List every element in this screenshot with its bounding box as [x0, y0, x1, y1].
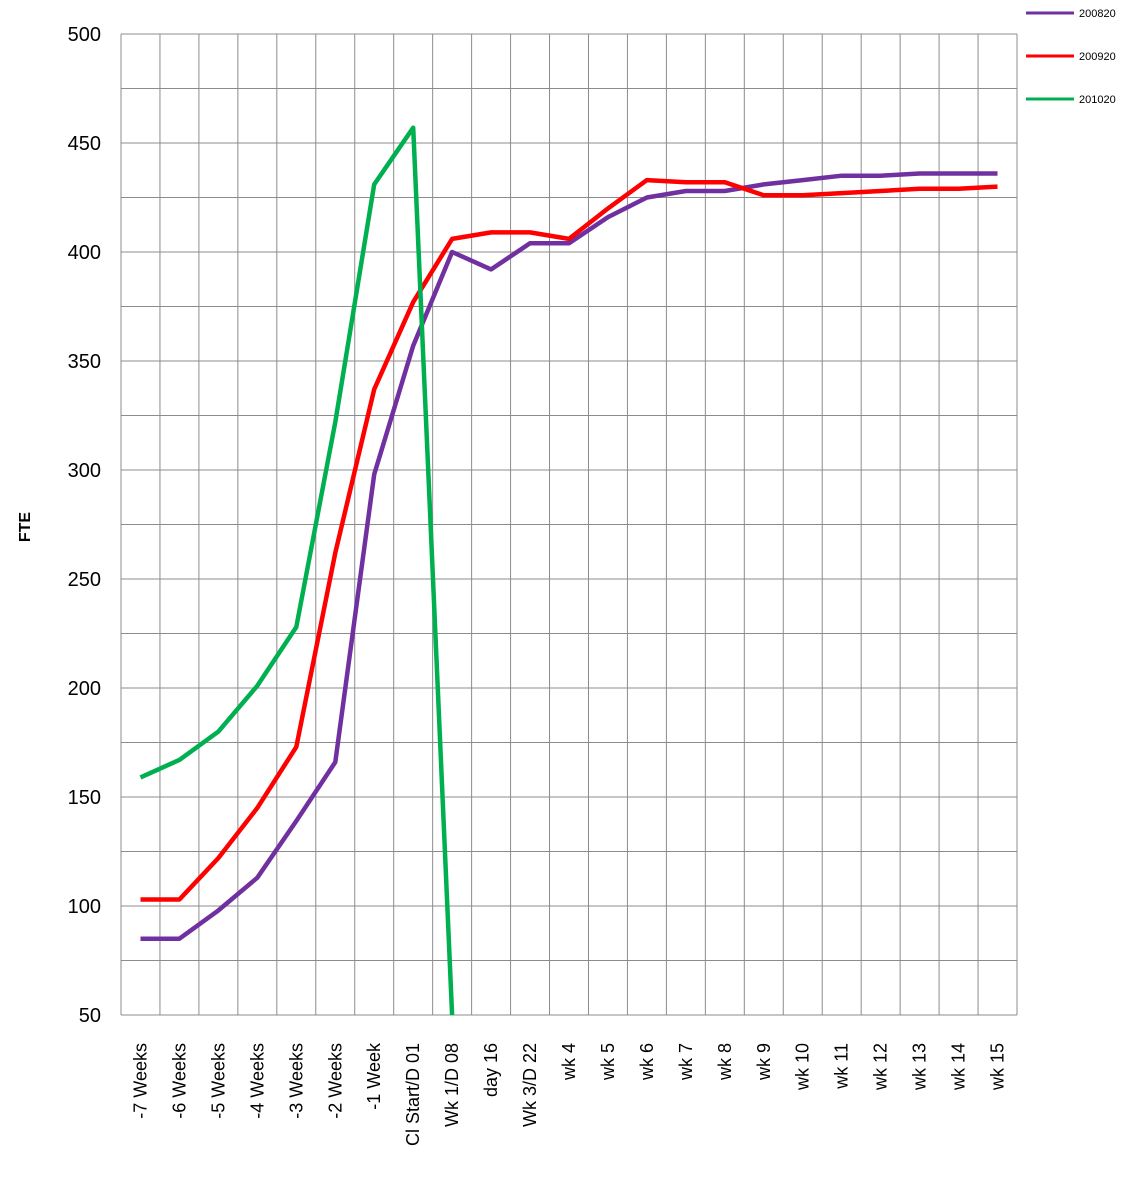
x-tick-label: wk 6 [637, 1043, 657, 1081]
x-tick-label: wk 5 [598, 1043, 618, 1081]
y-tick-label: 200 [68, 678, 101, 700]
x-tick-label: wk 10 [793, 1043, 813, 1091]
x-tick-label: wk 11 [832, 1043, 852, 1090]
grid [120, 33, 1018, 1016]
y-tick-label: 50 [79, 1005, 101, 1027]
x-tick-label: day 16 [481, 1043, 501, 1097]
x-tick-label: -7 Weeks [130, 1043, 150, 1119]
legend: 200820 200920 201020 [1026, 8, 1116, 106]
y-tick-label: 150 [68, 787, 101, 809]
x-tick-label: wk 4 [559, 1043, 579, 1081]
series-line-200920 [140, 177, 998, 902]
x-tick-label: wk 9 [754, 1043, 774, 1081]
x-tick-label: -4 Weeks [247, 1043, 267, 1119]
y-axis-ticks: 50 100 150 200 250 300 350 400 450 500 [68, 24, 101, 1027]
legend-label-201020: 201020 [1079, 94, 1116, 106]
x-tick-label: wk 15 [988, 1043, 1008, 1091]
legend-label-200920: 200920 [1079, 51, 1116, 63]
x-tick-label: wk 7 [676, 1043, 696, 1081]
x-tick-label: Wk 3/D 22 [520, 1043, 540, 1127]
y-tick-label: 100 [68, 896, 101, 918]
x-tick-label: wk 13 [910, 1043, 930, 1091]
y-tick-label: 250 [68, 569, 101, 591]
series-lines [139, 125, 998, 1016]
y-tick-label: 350 [68, 351, 101, 373]
x-tick-label: wk 8 [715, 1043, 735, 1081]
x-tick-label: -1 Week [364, 1042, 384, 1110]
x-tick-label: Wk 1/D 08 [442, 1043, 462, 1127]
y-tick-label: 500 [68, 24, 101, 46]
y-axis-title: FTE [17, 512, 34, 543]
x-tick-label: wk 12 [871, 1043, 891, 1091]
x-axis-ticks: -7 Weeks -6 Weeks -5 Weeks -4 Weeks -3 Weeks… [130, 1042, 1007, 1146]
y-tick-label: 450 [68, 133, 101, 155]
x-tick-label: -6 Weeks [169, 1043, 189, 1119]
x-tick-label: -5 Weeks [208, 1043, 228, 1119]
x-tick-label: -3 Weeks [286, 1043, 306, 1119]
x-tick-label: wk 14 [949, 1043, 969, 1091]
x-tick-label: -2 Weeks [325, 1043, 345, 1119]
series-line-201020 [139, 125, 455, 1016]
x-tick-label: Cl Start/D 01 [403, 1043, 423, 1146]
y-tick-label: 300 [68, 460, 101, 482]
legend-label-200820: 200820 [1079, 8, 1116, 20]
series-line-200820 [140, 171, 998, 941]
y-tick-label: 400 [68, 242, 101, 264]
